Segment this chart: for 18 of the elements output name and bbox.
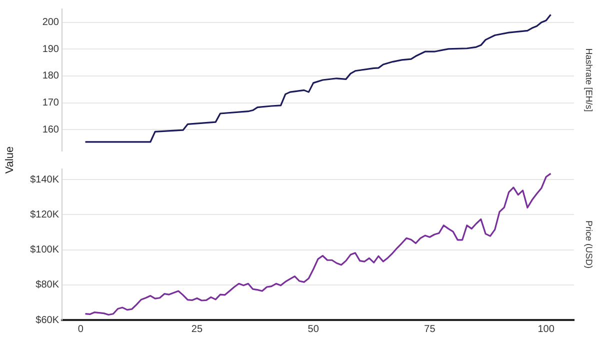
x-tick-label: 50	[308, 324, 320, 335]
y-tick-label: 190	[42, 44, 60, 55]
y2-axis-title: Price (USD)	[584, 220, 594, 269]
y-tick-label: $120K	[30, 209, 60, 220]
y-tick-label: $60K	[36, 314, 60, 326]
y2-axis-title: Hashrate [EH/s]	[584, 48, 594, 112]
y-tick-label: 180	[42, 70, 60, 82]
y-tick-label: 200	[42, 17, 60, 28]
y-tick-label: $80K	[36, 280, 60, 291]
y-tick-label: $140K	[30, 174, 60, 186]
x-tick-label: 25	[191, 324, 203, 335]
y-tick-label: 160	[42, 124, 60, 136]
y-tick-label: $100K	[30, 244, 60, 256]
x-tick-label: 0	[78, 324, 84, 335]
x-tick-label: 75	[424, 324, 436, 335]
x-tick-label: 100	[538, 324, 555, 335]
y-axis-title: Value	[4, 146, 16, 174]
y-tick-label: 170	[42, 98, 60, 109]
